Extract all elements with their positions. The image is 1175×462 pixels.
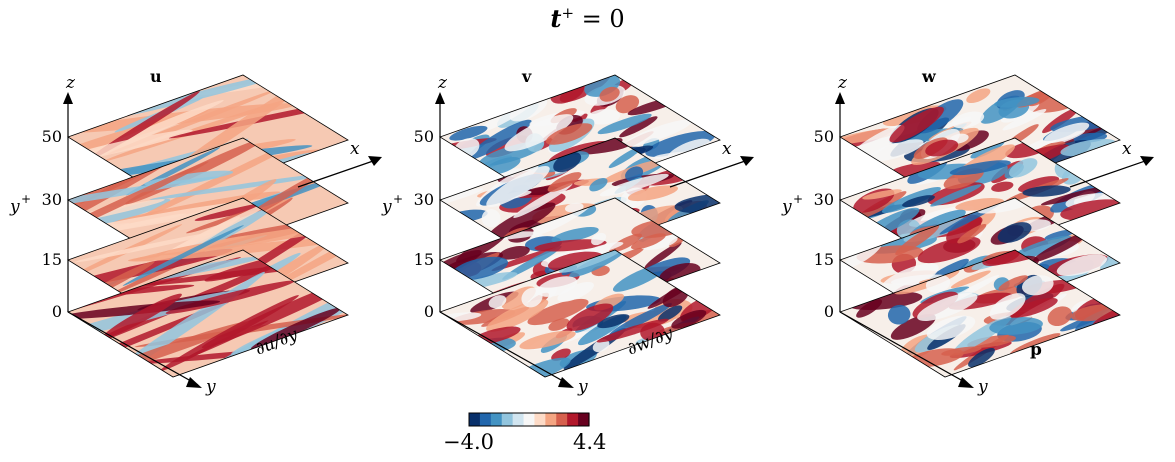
tick-label: 50 bbox=[814, 127, 834, 146]
colorbar-swatch bbox=[545, 413, 557, 426]
y-axis-arrow bbox=[958, 377, 974, 388]
x-axis-arrow bbox=[368, 156, 382, 166]
x-axis bbox=[669, 159, 749, 188]
colorbar-swatch bbox=[523, 413, 536, 426]
yplus-label: y bbox=[381, 197, 392, 217]
tick-label: 50 bbox=[42, 127, 62, 146]
z-axis-label: z bbox=[837, 73, 848, 93]
slice-outline bbox=[839, 249, 1121, 378]
x-axis-arrow bbox=[1140, 156, 1154, 166]
y-axis-arrow bbox=[186, 377, 202, 388]
y-axis bbox=[839, 311, 971, 386]
colorbar-swatch bbox=[534, 413, 546, 426]
colorbar-swatch bbox=[578, 413, 590, 426]
z-axis-arrow bbox=[435, 92, 445, 104]
tick-label: 0 bbox=[424, 302, 434, 321]
yplus-sup: + bbox=[793, 192, 803, 206]
top-plane-label: v bbox=[521, 67, 532, 86]
tick-label: 50 bbox=[414, 127, 434, 146]
z-axis-label: z bbox=[437, 73, 448, 93]
slice-outline bbox=[439, 249, 721, 378]
tick-label: 0 bbox=[824, 302, 834, 321]
tick-label: 30 bbox=[42, 190, 62, 209]
slice-field bbox=[440, 250, 720, 377]
slice-field bbox=[840, 250, 1120, 377]
top-plane-label: u bbox=[150, 67, 162, 86]
colorbar-swatch bbox=[490, 413, 503, 426]
tick-label: 30 bbox=[414, 190, 434, 209]
tick-label: 0 bbox=[52, 302, 62, 321]
figure-title: t+ = 0 bbox=[550, 4, 625, 33]
bottom-plane-label: p bbox=[1030, 340, 1042, 360]
z-axis-arrow bbox=[835, 92, 845, 104]
colorbar: −4.0 4.4 bbox=[443, 412, 606, 454]
colorbar-swatch bbox=[501, 413, 514, 426]
x-axis-label: x bbox=[1122, 139, 1132, 159]
tick-label: 15 bbox=[42, 250, 62, 269]
colorbar-swatch bbox=[567, 413, 579, 426]
y-axis-label: y bbox=[577, 377, 588, 397]
top-plane-label: w bbox=[921, 67, 937, 86]
colorbar-max-label: 4.4 bbox=[573, 430, 606, 454]
z-axis-label: z bbox=[65, 73, 76, 93]
colorbar-min-label: −4.0 bbox=[443, 430, 494, 454]
colorbar-frame bbox=[468, 412, 590, 427]
slice-outline bbox=[67, 249, 349, 378]
y-axis-label: y bbox=[977, 377, 988, 397]
x-axis-label: x bbox=[722, 139, 732, 159]
colorbar-swatch bbox=[479, 413, 492, 426]
y-axis-label: y bbox=[205, 377, 216, 397]
yplus-sup: + bbox=[21, 192, 31, 206]
x-axis-arrow bbox=[740, 156, 754, 166]
tick-label: 15 bbox=[414, 250, 434, 269]
yplus-sup: + bbox=[393, 192, 403, 206]
y-axis bbox=[67, 311, 199, 386]
y-axis-arrow bbox=[558, 377, 574, 388]
yplus-label: y bbox=[9, 197, 20, 217]
x-axis bbox=[1069, 159, 1149, 188]
colorbar-swatch bbox=[556, 413, 568, 426]
tick-label: 15 bbox=[814, 250, 834, 269]
yplus-label: y bbox=[781, 197, 792, 217]
x-axis-label: x bbox=[350, 139, 360, 159]
y-axis bbox=[439, 311, 571, 386]
colorbar-swatch bbox=[469, 413, 481, 426]
x-axis bbox=[297, 159, 377, 188]
colorbar-swatch bbox=[512, 413, 525, 426]
tick-label: 30 bbox=[814, 190, 834, 209]
z-axis-arrow bbox=[63, 92, 73, 104]
